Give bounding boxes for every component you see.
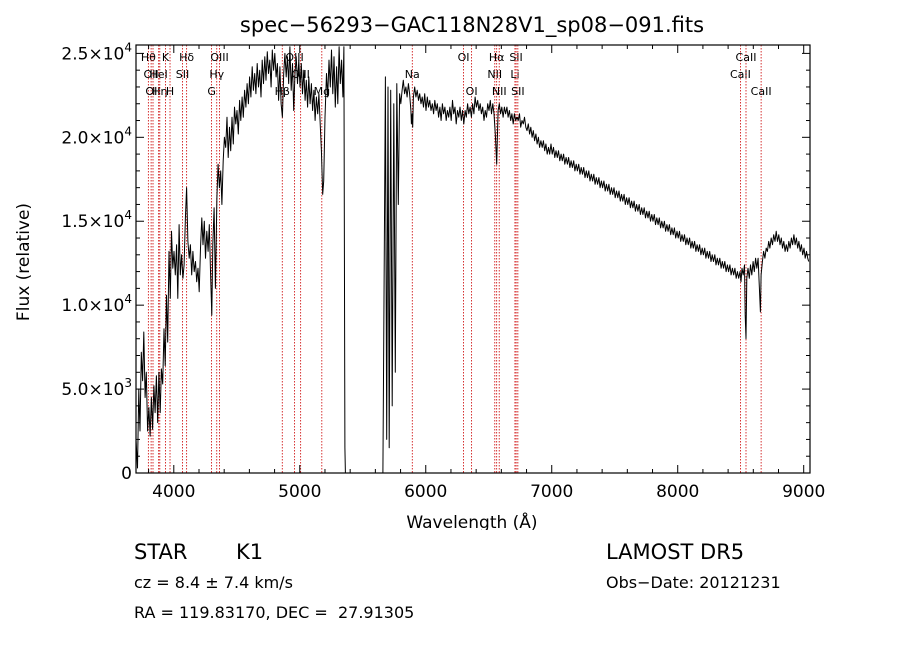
survey-name: LAMOST DR5 <box>606 540 745 564</box>
line-marker-label: OI <box>458 51 470 64</box>
y-axis-label: Flux (relative) <box>14 203 34 321</box>
line-marker-label: Li <box>510 68 519 81</box>
line-marker-label: NII <box>487 68 502 81</box>
x-tick-label: 8000 <box>656 482 699 502</box>
line-marker-label: CaII <box>736 51 757 64</box>
line-marker-label: SII <box>509 51 522 64</box>
line-marker-label: Hη <box>152 85 167 98</box>
y-tick-label: 1.5×104 <box>61 208 132 232</box>
object-subclass: K1 <box>236 540 264 564</box>
line-marker-label: OII <box>145 85 160 98</box>
line-marker-label: Na <box>405 68 420 81</box>
y-tick-label: 5.0×103 <box>61 376 132 400</box>
line-marker-label: Hβ <box>275 85 290 98</box>
x-tick-label: 4000 <box>152 482 195 502</box>
y-tick-label: 2.5×104 <box>61 40 132 64</box>
coordinates-text: RA = 119.83170, DEC = 27.91305 <box>134 603 415 622</box>
x-tick-label: 5000 <box>278 482 321 502</box>
line-marker-label: NII <box>492 85 507 98</box>
line-marker-label: Hγ <box>209 68 224 81</box>
object-class: STAR <box>134 540 188 564</box>
y-tick-label: 0 <box>121 464 132 484</box>
line-marker-label: OII <box>144 68 159 81</box>
x-tick-label: 9000 <box>782 482 825 502</box>
line-marker-label: Hα <box>489 51 505 64</box>
line-marker-label: CaII <box>751 85 772 98</box>
x-tick-label: 6000 <box>404 482 447 502</box>
line-marker-label: G <box>207 85 216 98</box>
x-axis-label: Wavelength (Å) <box>406 511 537 530</box>
line-marker-label: SII <box>176 68 189 81</box>
spectrum-chart: spec−56293−GAC118N28V1_sp08−091.fits Hθ O… <box>14 13 825 530</box>
line-marker-label: Hδ <box>179 51 194 64</box>
chart-title: spec−56293−GAC118N28V1_sp08−091.fits <box>240 13 704 38</box>
x-tick-label: 7000 <box>530 482 573 502</box>
plot-frame <box>135 44 811 474</box>
x-axis: 4000 5000 6000 7000 8000 9000 <box>148 45 825 502</box>
y-tick-label: 2.0×104 <box>61 124 132 148</box>
line-marker-label: H <box>166 85 174 98</box>
y-axis: 0 5.0×103 1.0×104 1.5×104 2.0×104 2.5×104 <box>61 40 810 484</box>
line-marker-label: OI <box>466 85 478 98</box>
line-marker-label: OIII <box>210 51 228 64</box>
redshift-text: cz = 8.4 ± 7.4 km/s <box>134 573 293 592</box>
line-marker-label: SII <box>511 85 524 98</box>
y-tick-label: 1.0×104 <box>61 292 132 316</box>
line-marker-label: Hθ <box>141 51 156 64</box>
line-marker-label: HeI <box>150 68 168 81</box>
line-marker-label: K <box>162 51 170 64</box>
plot-area <box>136 46 810 473</box>
spectrum-line <box>136 46 810 473</box>
line-marker-label: CaII <box>730 68 751 81</box>
obs-date: Obs−Date: 20121231 <box>606 573 781 592</box>
